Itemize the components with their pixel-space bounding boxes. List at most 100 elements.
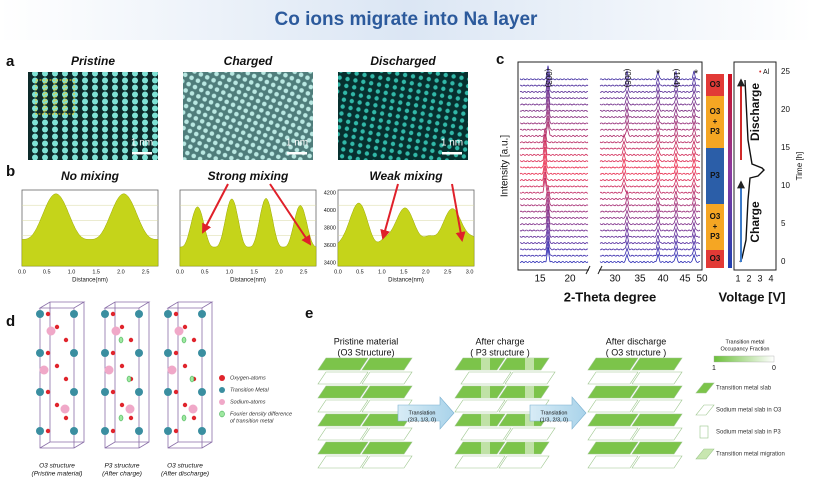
y-tick-label: 5 [781,219,786,228]
tm-atom [198,310,206,318]
structure-caption: (After discharge) [161,471,209,478]
xrd-pattern [519,109,700,125]
legend-title: Occupancy Fraction [721,346,770,352]
axis-label: 2-Theta degree [564,289,656,304]
scale-bar [442,152,462,155]
na-slab [454,399,506,413]
fourier-density [181,414,187,422]
legend-label: Transition metal migration [716,452,785,458]
tm-slab [317,441,369,455]
arrow [380,183,399,240]
y-tick-label: 3600 [324,243,336,249]
x-tick-label: 1.5 [250,269,258,275]
tm-migration [481,442,490,454]
highlight-box [55,79,65,115]
xrd-pattern [519,197,701,213]
tm-slab [587,357,639,371]
tm-slab [454,441,506,455]
xrd-pattern [519,166,701,182]
x-tick-label: 0.5 [201,269,209,275]
x-tick-label: 2.0 [422,269,430,275]
na-slab [460,371,512,385]
stage-header: Pristine material [334,336,399,346]
oxygen-atom [182,363,188,369]
na-slab [498,455,550,469]
axis-label: Distance(nm) [230,278,266,284]
tm-atom [70,349,78,357]
scale-label: 1 [712,365,716,372]
tm-slab [498,357,550,371]
fourier-density [181,336,187,344]
translation-label: (1/3, 2/3, 0) [540,417,568,423]
na-slab [317,455,369,469]
structure-caption: O3 structure [167,463,203,470]
x-tick-label: 1 [735,273,740,283]
stage-header: After charge [475,336,524,346]
tm-atom [135,349,143,357]
y-tick-label: 0 [781,257,786,266]
na-slab [361,371,413,385]
xrd-pattern [519,178,701,194]
xrd-pattern [519,140,701,157]
peak-label: (003) [544,69,553,88]
x-tick-label: 4 [768,273,773,283]
tm-slab [454,357,506,371]
peak-label: (006) [623,69,632,88]
xrd-pattern [519,78,701,94]
oxygen-atom [110,311,116,317]
phase-label: O3 [710,212,721,221]
highlight-box [45,79,55,115]
stem-image [183,72,313,160]
voltage-curve [739,79,765,263]
highlight-box [65,79,75,115]
xrd-pattern [519,83,701,100]
x-tick-label: 3.0 [466,269,474,275]
tm-atom [101,349,109,357]
x-tick-label: 3 [757,273,762,283]
scale-label: 1 nm [286,138,308,149]
x-tick-label: 2.5 [300,269,308,275]
na-slab [361,427,413,441]
phase-label: P3 [710,171,720,180]
x-tick-label: 0.0 [176,269,184,275]
oxygen-atom [63,337,69,343]
na-slab [631,371,683,385]
xrd-pattern [519,185,701,201]
x-tick-label: 0.0 [334,269,342,275]
stage-header: (O3 Structure) [337,347,394,357]
x-tick-label: 40 [657,274,669,285]
x-tick-label: 0.0 [18,269,26,275]
x-tick-label: 2 [746,273,751,283]
phase-label: O3 [710,107,721,116]
x-tick-label: 45 [679,274,691,285]
fourier-density [118,336,124,344]
phase-segment [706,204,724,250]
al-marker: • [759,69,762,76]
fourier-density [118,414,124,422]
x-tick-label: 2.5 [142,269,150,275]
phase-segment [706,250,724,268]
na-slab [504,427,556,441]
oxygen-atom [182,324,188,330]
tm-atom [101,427,109,435]
stage-header: ( O3 structure ) [606,347,667,357]
phase-segment [706,148,724,204]
tm-migration [525,386,534,398]
xrd-pattern [519,247,700,264]
na-slab [317,371,369,385]
x-tick-label: 0.5 [43,269,51,275]
na-slab [317,427,369,441]
x-tick-label: 1.0 [68,269,76,275]
legend-swatch [219,387,225,393]
tm-migration [481,358,490,370]
tm-slab [631,413,683,427]
al-label: Al [763,69,770,76]
plot-label: No mixing [61,169,120,183]
legend-swatch [219,399,225,405]
xrd-pattern [520,171,701,188]
tm-atom [164,427,172,435]
unit-cell [103,301,151,449]
xrd-pattern [519,209,701,226]
x-tick-label: 1.5 [92,269,100,275]
oxygen-atom [54,402,60,408]
